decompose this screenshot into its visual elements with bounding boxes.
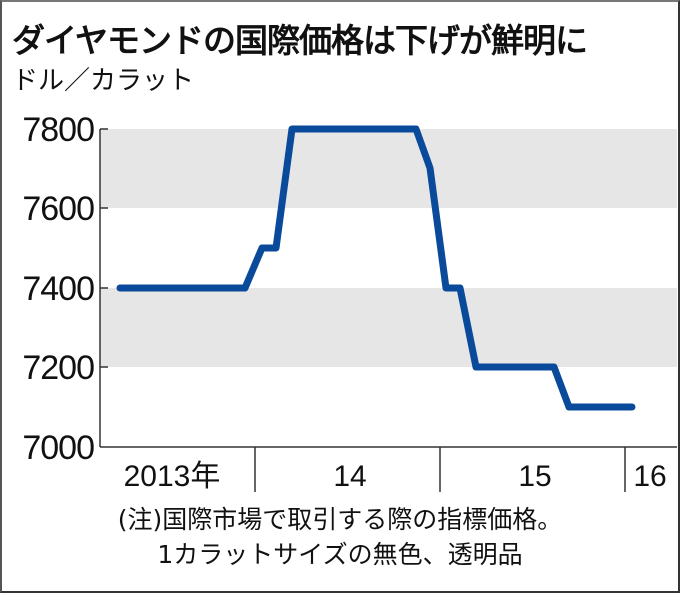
y-axis-unit: ドル／カラット — [12, 66, 195, 96]
y-tick-label: 7600 — [22, 190, 94, 228]
x-label-2015: 15 — [518, 460, 551, 493]
y-tick-label: 7000 — [22, 429, 94, 467]
footnote-line-1: (注)国際市場で取引する際の指標価格。 — [117, 505, 563, 534]
chart-title: ダイヤモンドの国際価格は下げが鮮明に — [12, 21, 588, 60]
x-label-2013: 2013年 — [124, 460, 221, 493]
footnote-line-2: 1カラットサイズの無色、透明品 — [157, 540, 523, 569]
shaded-bands — [100, 129, 677, 367]
axes — [99, 128, 677, 492]
y-tick-label: 7800 — [22, 111, 94, 149]
price-line — [116, 125, 636, 411]
x-label-2016: 16 — [633, 460, 666, 493]
band-7600-7800 — [100, 129, 677, 208]
y-tick-labels: 7800 7600 7400 7200 7000 — [22, 111, 95, 467]
y-tick-label: 7200 — [22, 349, 94, 387]
x-label-2014: 14 — [333, 460, 366, 493]
x-tick-labels: 2013年 14 15 16 — [124, 460, 667, 493]
y-tick-label: 7400 — [22, 270, 94, 308]
band-7200-7400 — [100, 288, 677, 367]
